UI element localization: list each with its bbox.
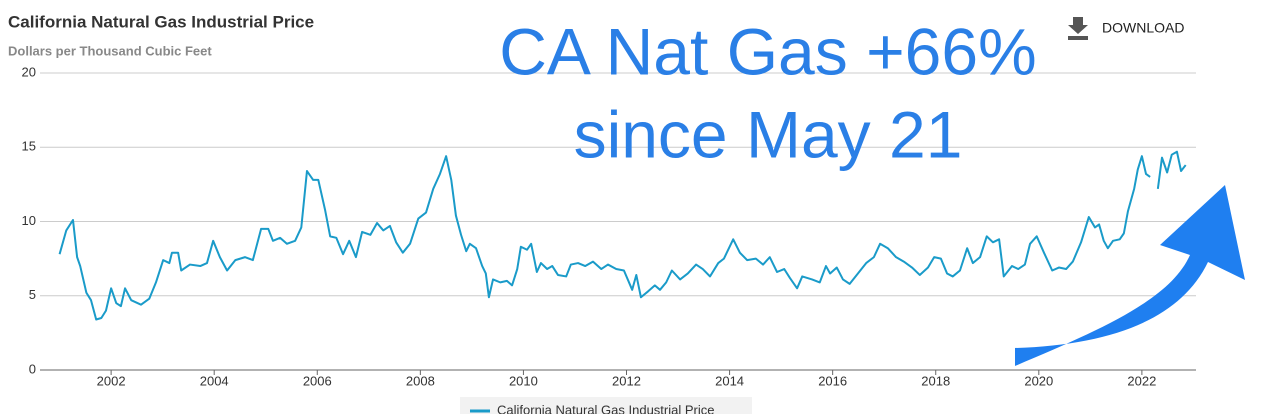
x-tick-label: 2016: [818, 373, 847, 388]
data-line: [58, 150, 1187, 321]
annotation: CA Nat Gas +66%: [499, 14, 1036, 88]
legend-box: [460, 397, 752, 414]
chart-title: California Natural Gas Industrial Price: [8, 12, 314, 31]
y-tick-label: 10: [22, 213, 36, 228]
x-tick-label: 2012: [612, 373, 641, 388]
download-icon: [1068, 17, 1088, 40]
x-tick-label: 2008: [406, 373, 435, 388]
x-tick-label: 2022: [1127, 373, 1156, 388]
x-tick-label: 2020: [1024, 373, 1053, 388]
chart-subtitle: Dollars per Thousand Cubic Feet: [8, 43, 212, 58]
x-tick-label: 2002: [97, 373, 126, 388]
x-tick-label: 2006: [303, 373, 332, 388]
y-tick-label: 5: [29, 287, 36, 302]
legend-label: California Natural Gas Industrial Price: [497, 402, 714, 414]
y-tick-label: 20: [22, 64, 36, 79]
annotation: since May 21: [574, 97, 963, 171]
arrow: [1015, 185, 1245, 366]
y-tick-label: 15: [22, 139, 36, 154]
x-tick-label: 2010: [509, 373, 538, 388]
download-label[interactable]: DOWNLOAD: [1102, 20, 1184, 36]
x-tick-label: 2018: [921, 373, 950, 388]
download-button[interactable]: DOWNLOAD: [1068, 17, 1184, 40]
x-tick-label: 2014: [715, 373, 744, 388]
x-tick-label: 2004: [200, 373, 229, 388]
plot-area: 0 5 10 15 20 2002 2004 2006 2008 2010 2012 2014 2016…: [22, 64, 1196, 388]
y-tick-label: 0: [29, 361, 36, 376]
legend: California Natural Gas Industrial Price: [460, 397, 752, 414]
